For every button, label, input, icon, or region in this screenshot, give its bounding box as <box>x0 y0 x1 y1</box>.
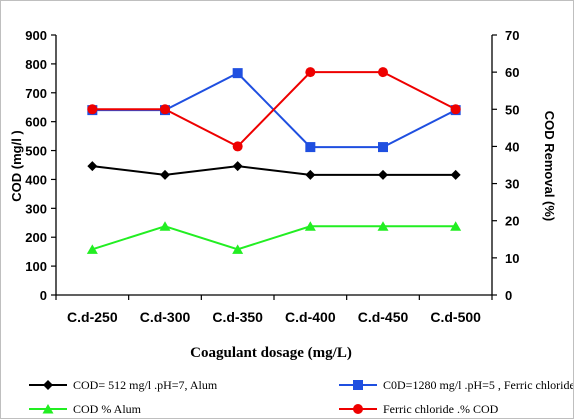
series-4-point <box>450 104 461 115</box>
y-right-tick-label: 50 <box>505 102 519 117</box>
series-4-point <box>87 104 98 115</box>
y-left-tick-label: 500 <box>25 144 47 159</box>
legend: COD= 512 mg/l .pH=7, Alum C0D=1280 mg/l .… <box>29 378 573 416</box>
y-left-tick-label: 600 <box>25 115 47 130</box>
legend-swatch-marker <box>43 380 53 390</box>
series-4-point <box>378 67 388 78</box>
axes: 0 100 200 300 400 500 600 700 800 900 0 10 20 30 40 50 6… <box>25 28 519 325</box>
y-right-tick-label: 0 <box>505 288 512 303</box>
legend-label: Ferric chloride .% COD <box>383 402 499 416</box>
legend-item: Ferric chloride .% COD <box>339 402 499 416</box>
y-right-tick-label: 30 <box>505 177 519 192</box>
y-left-tick-label: 900 <box>25 28 47 43</box>
series-4-point <box>305 67 316 78</box>
series-3-point <box>450 221 462 231</box>
y-right-tick-label: 20 <box>505 214 519 229</box>
series-1-point <box>87 161 98 172</box>
legend-swatch-marker <box>353 404 363 414</box>
y-axis-left-title: COD (mg/l ) <box>9 130 24 202</box>
series-4-line <box>92 71 457 148</box>
series-3-point <box>377 221 389 231</box>
series-2-point <box>305 142 316 153</box>
x-axis-title: Coagulant dosage (mg/L) <box>190 345 352 361</box>
series-1-point <box>450 169 461 180</box>
y-axis-right-title: COD Removal (%) <box>542 111 557 222</box>
series-4 <box>87 67 461 152</box>
y-left-tick-label: 400 <box>25 172 47 187</box>
legend-item: COD % Alum <box>29 402 142 416</box>
y-left-tick-label: 200 <box>25 230 47 245</box>
y-right-tick-label: 40 <box>505 139 519 154</box>
series-1-point <box>378 169 388 180</box>
series-3-line <box>92 225 456 251</box>
series-3-point <box>232 244 244 254</box>
y-left-tick-label: 800 <box>25 57 47 72</box>
series-1-point <box>160 169 170 180</box>
legend-swatch-marker <box>42 404 54 414</box>
series-2-point <box>232 68 243 79</box>
series-1-point <box>305 169 316 180</box>
legend-label: COD= 512 mg/l .pH=7, Alum <box>73 378 218 392</box>
y-left-tick-label: 300 <box>25 201 47 216</box>
series-1 <box>87 161 461 180</box>
legend-label: COD % Alum <box>73 402 142 416</box>
series-layer <box>86 67 462 254</box>
y-left-tick-label: 100 <box>25 259 47 274</box>
series-3-point <box>304 221 316 231</box>
series-3-point <box>159 221 171 231</box>
series-1-line <box>92 165 456 176</box>
series-2-point <box>378 142 388 153</box>
x-tick-label: C.d-250 <box>67 309 118 325</box>
y-left-tick-label: 700 <box>25 86 47 101</box>
series-4-point <box>232 141 243 152</box>
series-4-point <box>160 104 170 115</box>
series-1-point <box>232 161 243 172</box>
series-3-point <box>86 244 98 254</box>
x-tick-label: C.d-350 <box>212 309 263 325</box>
x-tick-label: C.d-450 <box>358 309 409 325</box>
y-right-tick-label: 60 <box>505 65 519 80</box>
legend-item: C0D=1280 mg/l .pH=5 , Ferric chloride <box>339 378 573 392</box>
y-right-tick-label: 70 <box>505 28 519 43</box>
legend-swatch-marker <box>353 380 363 390</box>
y-left-tick-label: 0 <box>40 288 47 303</box>
x-tick-label: C.d-300 <box>140 309 191 325</box>
legend-label: C0D=1280 mg/l .pH=5 , Ferric chloride <box>383 378 573 392</box>
y-right-tick-label: 10 <box>505 251 519 266</box>
x-tick-label: C.d-400 <box>285 309 336 325</box>
x-tick-label: C.d-500 <box>430 309 481 325</box>
series-3 <box>86 221 462 254</box>
legend-item: COD= 512 mg/l .pH=7, Alum <box>29 378 218 392</box>
